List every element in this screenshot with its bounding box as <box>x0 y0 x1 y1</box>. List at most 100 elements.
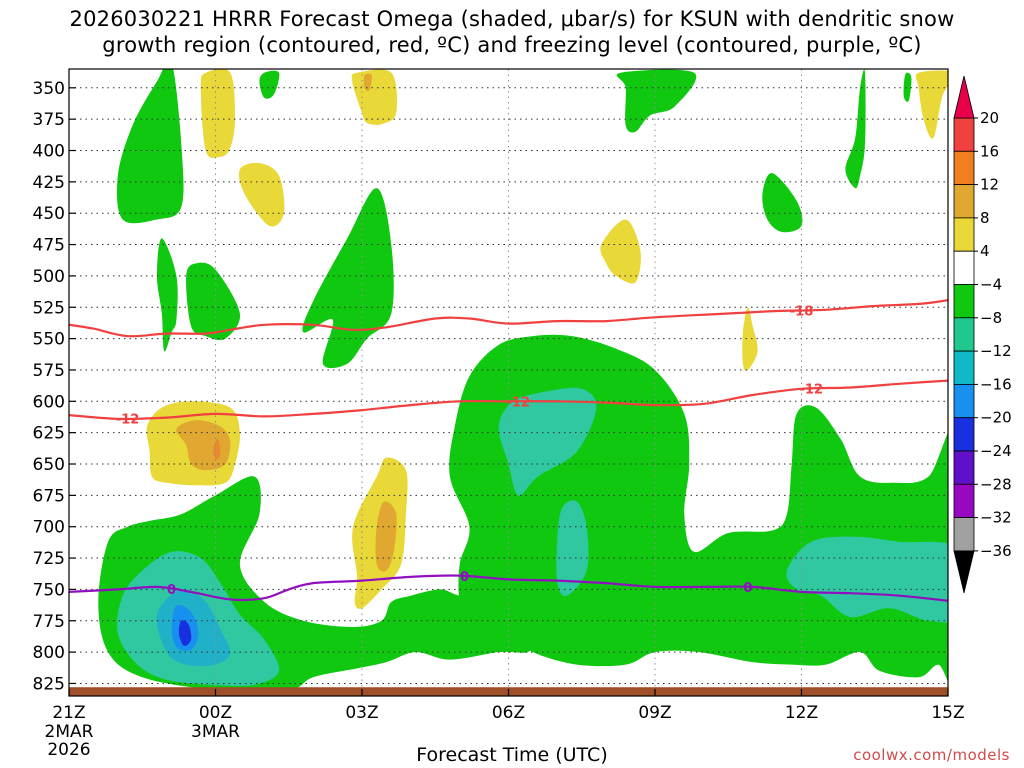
y-tick-label: 700 <box>33 518 65 538</box>
colorbar-segment-3 <box>953 217 975 252</box>
colorbar-label: 8 <box>980 209 990 227</box>
omega-region-20 <box>375 501 397 572</box>
y-tick-label: 775 <box>33 612 65 632</box>
contour--12C <box>69 379 948 421</box>
chart-title-line1: 2026030221 HRRR Forecast Omega (shaded, … <box>69 7 955 31</box>
colorbar-segment-5 <box>953 284 975 319</box>
colorbar-bottom-arrow <box>953 550 975 593</box>
contour--18C <box>69 298 948 338</box>
y-tick-label: 600 <box>33 392 65 412</box>
omega-region-4 <box>363 73 372 92</box>
x-tick-sublabel: 2MAR <box>45 722 94 742</box>
omega-region-7 <box>186 262 241 341</box>
colorbar-segment-6 <box>953 317 975 352</box>
colorbar-label: −16 <box>980 375 1012 393</box>
colorbar-segment-1 <box>953 150 975 186</box>
y-tick-label: 650 <box>33 455 65 475</box>
colorbar-label: 12 <box>980 176 999 194</box>
y-tick-label: 825 <box>33 674 65 694</box>
omega-region-18 <box>213 438 221 460</box>
colorbar-label: −32 <box>980 509 1012 527</box>
chart-title: 2026030221 HRRR Forecast Omega (shaded, … <box>0 6 1024 58</box>
omega-region-0 <box>116 69 184 224</box>
y-tick-label: 725 <box>33 549 65 569</box>
contour-label-0C: 0 <box>743 581 752 596</box>
contour-lines: -18 -12 -12 -12 0 0 0 <box>69 298 948 602</box>
y-tick-label: 675 <box>33 486 65 506</box>
omega-region-10 <box>762 173 803 233</box>
colorbar-label: −8 <box>980 309 1002 327</box>
omega-region-11 <box>845 69 866 189</box>
colorbar: 20 16 12 8 4 −4 −8 −12 −16 −20 −24 −28 −32 −36 <box>953 75 1012 593</box>
x-tick-label: 21Z <box>52 703 85 723</box>
x-tick-sublabel-year: 2026 <box>47 740 90 760</box>
colorbar-label: −24 <box>980 442 1012 460</box>
omega-region-14 <box>600 219 641 284</box>
omega-region-29 <box>786 536 948 623</box>
omega-shading <box>69 69 948 696</box>
colorbar-segment-12 <box>953 517 975 552</box>
y-tick-label: 450 <box>33 204 65 224</box>
colorbar-segment-10 <box>953 450 975 485</box>
colorbar-segment-9 <box>953 417 975 452</box>
omega-region-5 <box>238 162 285 227</box>
contour-label-0C: 0 <box>167 583 176 598</box>
omega-region-28 <box>556 500 589 597</box>
x-tick-label: 00Z <box>199 703 232 723</box>
x-tick-label: 06Z <box>492 703 525 723</box>
colorbar-segment-2 <box>953 184 975 219</box>
x-tick-label: 03Z <box>345 703 378 723</box>
y-tick-label: 575 <box>33 361 65 381</box>
contour-label--12C: -12 <box>507 395 531 410</box>
colorbar-label: −20 <box>980 409 1012 427</box>
y-tick-label: 800 <box>33 643 65 663</box>
omega-region-3 <box>351 69 398 125</box>
credit-text[interactable]: coolwx.com/models <box>853 746 1010 764</box>
omega-region-13 <box>903 72 912 102</box>
omega-region-26 <box>178 620 192 646</box>
grid-lines <box>69 69 948 696</box>
omega-region-27 <box>498 387 597 496</box>
x-axis-title: Forecast Time (UTC) <box>416 744 608 766</box>
y-tick-label: 625 <box>33 424 65 444</box>
y-tick-label: 550 <box>33 330 65 350</box>
y-tick-label: 750 <box>33 580 65 600</box>
omega-region-1 <box>200 69 235 159</box>
omega-region-12 <box>915 70 948 139</box>
y-axis: 350 375 400 425 450 475 500 525 550 575 600 625 650 6… <box>33 79 76 694</box>
omega-region-9 <box>616 69 697 133</box>
colorbar-segment-0 <box>953 117 975 152</box>
contour-0C <box>69 574 948 602</box>
x-tick-label: 12Z <box>785 703 818 723</box>
y-tick-label: 525 <box>33 298 65 318</box>
x-tick-label: 09Z <box>638 703 671 723</box>
colorbar-segment-8 <box>953 383 975 419</box>
x-tick-sublabel: 3MAR <box>191 722 240 742</box>
y-tick-label: 400 <box>33 142 65 162</box>
colorbar-label: −36 <box>980 542 1012 560</box>
y-tick-label: 350 <box>33 79 65 99</box>
colorbar-label: 4 <box>980 242 990 260</box>
contour-label--12C: -12 <box>800 383 824 398</box>
contour-label-0C: 0 <box>460 570 469 585</box>
colorbar-label: −4 <box>980 276 1002 294</box>
colorbar-top-arrow <box>953 75 975 119</box>
colorbar-segment-7 <box>953 350 975 385</box>
colorbar-segment-11 <box>953 483 975 518</box>
colorbar-label: 16 <box>980 142 999 160</box>
omega-region-15 <box>742 307 758 371</box>
contour-label--12C: -12 <box>116 413 140 428</box>
colorbar-label: 20 <box>980 109 999 127</box>
omega-region-6 <box>156 238 178 352</box>
omega-region-8 <box>302 188 394 369</box>
chart-title-line2: growth region (contoured, red, ºC) and f… <box>102 33 922 57</box>
omega-region-2 <box>259 70 280 99</box>
y-tick-label: 375 <box>33 110 65 130</box>
colorbar-label: −28 <box>980 475 1012 493</box>
y-tick-label: 425 <box>33 173 65 193</box>
omega-region-22 <box>449 334 948 682</box>
y-tick-label: 500 <box>33 267 65 287</box>
contour-label--18C: -18 <box>790 304 814 319</box>
